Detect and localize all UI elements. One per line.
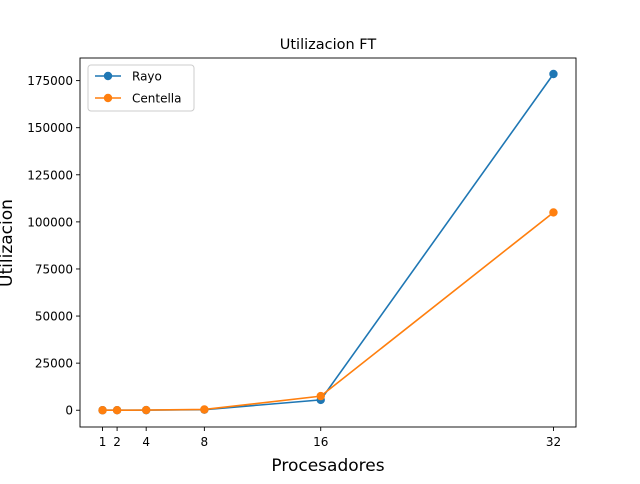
x-axis-label: Procesadores xyxy=(271,456,384,476)
chart-title: Utilizacion FT xyxy=(280,37,377,53)
y-tick-label: 25000 xyxy=(35,357,73,371)
legend-items: Rayo Centella xyxy=(95,70,181,106)
x-tick-label: 32 xyxy=(546,435,561,449)
x-tick-label: 2 xyxy=(113,435,121,449)
data-point xyxy=(200,405,209,414)
x-tick-label: 8 xyxy=(201,435,209,449)
y-tick-label: 125000 xyxy=(27,168,73,182)
y-tick-label: 50000 xyxy=(35,310,73,324)
y-axis-label: Utilizacion xyxy=(0,199,17,287)
plot-frame xyxy=(79,57,577,428)
data-point xyxy=(98,406,107,415)
data-point xyxy=(141,405,151,415)
legend-marker xyxy=(103,93,113,103)
x-axis-ticks: 1 2 4 8 16 32 xyxy=(99,427,561,449)
x-tick-label: 16 xyxy=(313,435,328,449)
y-tick-label: 75000 xyxy=(35,262,73,276)
y-tick-label: 100000 xyxy=(27,215,73,229)
data-point xyxy=(549,208,558,217)
y-tick-label: 0 xyxy=(65,404,73,418)
y-axis-ticks: 0 25000 50000 75000 100000 125000 150000 175000 xyxy=(27,74,80,418)
x-tick-label: 4 xyxy=(142,435,150,449)
data-point xyxy=(112,405,122,415)
data-point xyxy=(549,69,558,79)
x-tick-label: 1 xyxy=(99,435,107,449)
legend-label: Centella xyxy=(132,92,181,106)
legend-label: Rayo xyxy=(132,70,162,84)
legend: Rayo Centella xyxy=(87,64,195,112)
y-tick-label: 175000 xyxy=(27,74,73,88)
series-centella xyxy=(98,208,558,415)
y-tick-label: 150000 xyxy=(27,121,73,135)
data-point xyxy=(316,391,325,401)
legend-marker xyxy=(103,71,113,81)
series-layer xyxy=(98,69,558,415)
